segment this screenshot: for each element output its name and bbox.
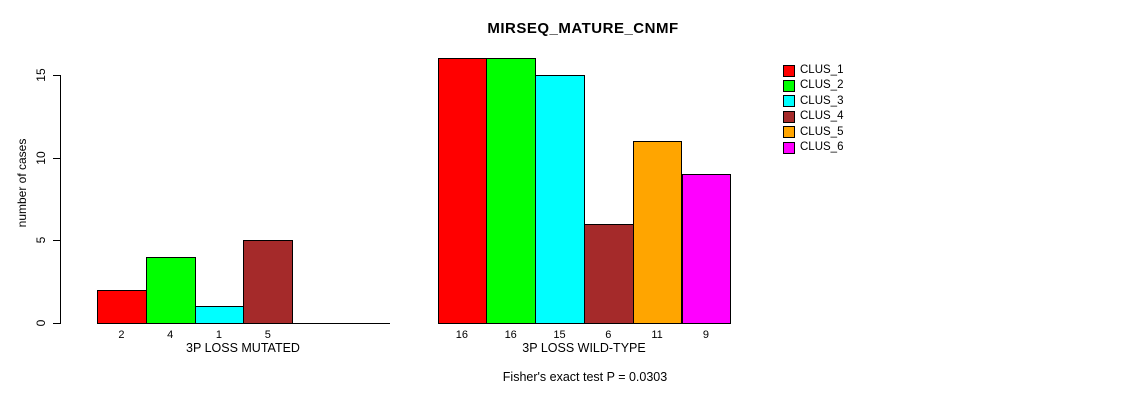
bar-clus_2 — [145, 256, 196, 324]
y-axis-tick — [52, 240, 60, 242]
legend-label: CLUS_4 — [800, 110, 844, 123]
legend-label: CLUS_1 — [800, 63, 844, 76]
legend-label: CLUS_5 — [800, 125, 844, 138]
group-label-wild-type: 3P LOSS WILD-TYPE — [522, 341, 646, 355]
legend-swatch-clus_5 — [783, 126, 795, 139]
y-axis-tick — [52, 75, 60, 76]
legend-label: CLUS_6 — [800, 140, 844, 153]
legend-item-clus_5: CLUS_5 — [783, 125, 843, 140]
bar-clus_4 — [243, 240, 294, 324]
legend-item-clus_1: CLUS_1 — [783, 63, 843, 78]
legend-label: CLUS_3 — [800, 94, 844, 107]
bar-clus_5 — [632, 141, 683, 324]
y-axis-tick-label: 0 — [34, 319, 48, 327]
bar-clus_3 — [194, 306, 245, 324]
y-axis-line — [59, 75, 61, 324]
y-axis-tick — [52, 323, 60, 324]
y-axis-label: number of cases — [15, 138, 29, 228]
legend-swatch-clus_1 — [783, 64, 795, 77]
bar-value-label: 16 — [455, 329, 469, 341]
legend-swatch-clus_6 — [783, 141, 795, 154]
bar-clus_1 — [97, 289, 147, 324]
bar-clus_1 — [437, 58, 488, 324]
legend-label: CLUS_2 — [800, 79, 844, 92]
group-label-mutated: 3P LOSS MUTATED — [186, 341, 300, 355]
chart-title: MIRSEQ_MATURE_CNMF — [487, 20, 679, 37]
bar-value-label: 16 — [504, 329, 517, 341]
legend-swatch-clus_2 — [783, 80, 795, 93]
bar-value-label: 6 — [605, 329, 612, 341]
legend: CLUS_1 CLUS_2 CLUS_3 CLUS_4 CLUS_5 CLUS_6 — [783, 63, 843, 155]
bar-value-label: 2 — [118, 329, 125, 341]
y-axis-tick-label: 5 — [34, 236, 48, 244]
legend-swatch-clus_3 — [783, 95, 795, 108]
fisher-test-annotation: Fisher's exact test P = 0.0303 — [502, 370, 668, 384]
bar-value-label: 15 — [553, 329, 566, 341]
bar-value-label: 11 — [651, 329, 663, 341]
legend-item-clus_4: CLUS_4 — [783, 109, 843, 124]
bar-clus_3 — [535, 75, 585, 324]
y-axis-tick — [52, 157, 60, 159]
y-axis-tick-label: 10 — [34, 150, 48, 165]
legend-swatch-clus_4 — [783, 110, 795, 123]
bar-clus_6 — [681, 174, 732, 324]
bar-clus_2 — [486, 58, 537, 324]
bar-value-label: 5 — [264, 329, 271, 341]
legend-item-clus_2: CLUS_2 — [783, 78, 843, 93]
bar-value-label: 4 — [167, 329, 174, 341]
bar-value-label: 1 — [215, 329, 223, 341]
bar-clus_4 — [583, 223, 634, 324]
legend-item-clus_6: CLUS_6 — [783, 140, 843, 155]
y-axis-tick-label: 15 — [34, 68, 48, 82]
legend-item-clus_3: CLUS_3 — [783, 94, 843, 109]
bar-value-label: 9 — [702, 329, 709, 341]
